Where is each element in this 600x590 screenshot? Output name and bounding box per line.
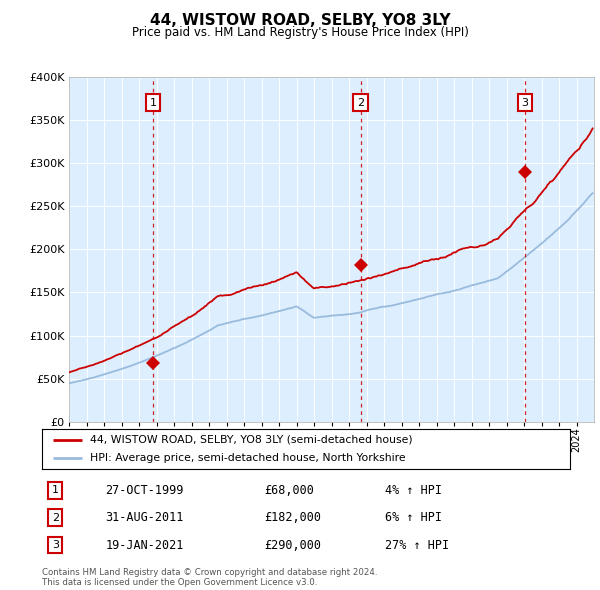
Text: 1: 1 bbox=[52, 486, 59, 495]
Text: 4% ↑ HPI: 4% ↑ HPI bbox=[385, 484, 442, 497]
Text: £182,000: £182,000 bbox=[264, 511, 321, 525]
Text: 2: 2 bbox=[357, 97, 364, 107]
Text: 3: 3 bbox=[52, 540, 59, 550]
Text: 3: 3 bbox=[521, 97, 529, 107]
Text: 27-OCT-1999: 27-OCT-1999 bbox=[106, 484, 184, 497]
Text: 44, WISTOW ROAD, SELBY, YO8 3LY (semi-detached house): 44, WISTOW ROAD, SELBY, YO8 3LY (semi-de… bbox=[89, 435, 412, 445]
Text: 27% ↑ HPI: 27% ↑ HPI bbox=[385, 539, 449, 552]
Text: 44, WISTOW ROAD, SELBY, YO8 3LY: 44, WISTOW ROAD, SELBY, YO8 3LY bbox=[149, 13, 451, 28]
Text: 2: 2 bbox=[52, 513, 59, 523]
Text: HPI: Average price, semi-detached house, North Yorkshire: HPI: Average price, semi-detached house,… bbox=[89, 453, 405, 463]
Text: 31-AUG-2011: 31-AUG-2011 bbox=[106, 511, 184, 525]
Text: £290,000: £290,000 bbox=[264, 539, 321, 552]
Text: 19-JAN-2021: 19-JAN-2021 bbox=[106, 539, 184, 552]
Text: Contains HM Land Registry data © Crown copyright and database right 2024.
This d: Contains HM Land Registry data © Crown c… bbox=[42, 568, 377, 587]
Text: 1: 1 bbox=[150, 97, 157, 107]
Text: 6% ↑ HPI: 6% ↑ HPI bbox=[385, 511, 442, 525]
Text: £68,000: £68,000 bbox=[264, 484, 314, 497]
Text: Price paid vs. HM Land Registry's House Price Index (HPI): Price paid vs. HM Land Registry's House … bbox=[131, 26, 469, 39]
